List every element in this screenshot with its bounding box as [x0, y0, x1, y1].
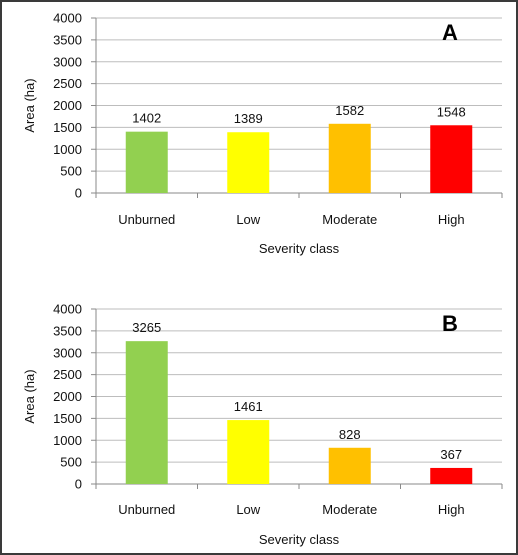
- chart-panel-b: 0 500 1000 1500 2000 2500 3000 3500 4000 3265 Unbu…: [22, 302, 503, 547]
- panel-label: A: [442, 20, 458, 45]
- x-category-label: Low: [236, 212, 260, 227]
- y-tick-label: 3000: [53, 54, 82, 69]
- bar-low: [227, 420, 270, 484]
- y-tick-label: 3000: [53, 345, 82, 360]
- panel-label: B: [442, 311, 458, 336]
- y-tick-label: 4000: [53, 11, 82, 26]
- bar-high: [430, 125, 473, 193]
- data-label: 1582: [335, 103, 364, 118]
- bar-low: [227, 132, 270, 193]
- x-category-label: Moderate: [322, 502, 377, 517]
- y-tick-label: 2000: [53, 389, 82, 404]
- x-category-label: High: [438, 502, 465, 517]
- y-tick-label: 2500: [53, 367, 82, 382]
- y-tick-label: 0: [75, 477, 82, 492]
- bar-high: [430, 467, 473, 484]
- y-tick-label: 1000: [53, 142, 82, 157]
- y-tick-label: 3500: [53, 32, 82, 47]
- y-tick-label: 3500: [53, 323, 82, 338]
- y-tick-label: 0: [75, 186, 82, 201]
- y-tick-label: 1500: [53, 411, 82, 426]
- y-tick-label: 2000: [53, 98, 82, 113]
- data-label: 1402: [132, 111, 161, 126]
- x-axis-title: Severity class: [259, 241, 340, 256]
- y-tick-label: 1500: [53, 120, 82, 135]
- y-axis-title: Area (ha): [22, 78, 37, 132]
- y-tick-label: 1000: [53, 433, 82, 448]
- x-category-label: Low: [236, 502, 260, 517]
- bar-moderate: [328, 447, 371, 484]
- y-axis-title: Area (ha): [22, 369, 37, 423]
- x-category-label: High: [438, 212, 465, 227]
- y-tick-label: 4000: [53, 302, 82, 317]
- bar-moderate: [328, 123, 371, 193]
- chart-panel-a: 0 500 1000 1500 2000 2500 3000 3500 4000 1402 Unbu…: [22, 11, 503, 256]
- x-axis-title: Severity class: [259, 532, 340, 547]
- data-label: 1389: [234, 111, 263, 126]
- y-tick-label: 2500: [53, 76, 82, 91]
- y-tick-label: 500: [60, 455, 82, 470]
- bar-unburned: [125, 131, 168, 193]
- data-label: 3265: [132, 320, 161, 335]
- bar-unburned: [125, 341, 168, 484]
- data-label: 367: [440, 447, 462, 462]
- data-label: 1461: [234, 399, 263, 414]
- data-label: 1548: [437, 104, 466, 119]
- x-category-label: Moderate: [322, 212, 377, 227]
- y-tick-label: 500: [60, 164, 82, 179]
- x-category-label: Unburned: [118, 212, 175, 227]
- x-category-label: Unburned: [118, 502, 175, 517]
- data-label: 828: [339, 427, 361, 442]
